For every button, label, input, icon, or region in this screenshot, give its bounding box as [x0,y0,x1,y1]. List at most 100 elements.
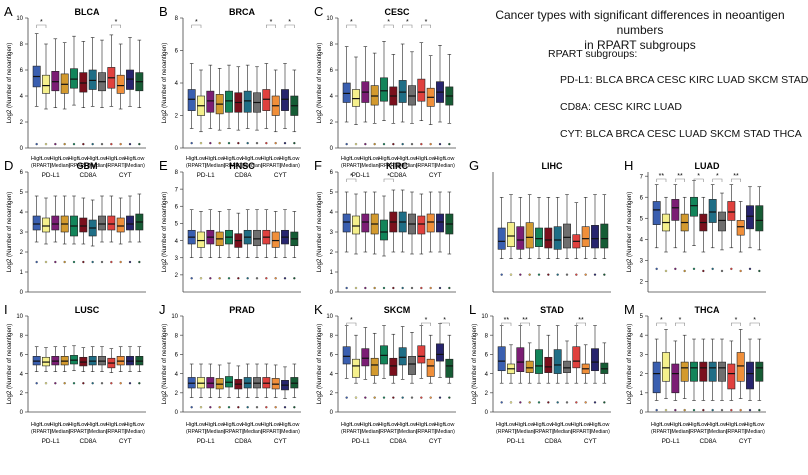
y-tick-label: 0 [175,146,179,152]
x-group-label: PD-L1 [197,438,216,445]
significance-line [712,178,723,182]
outlier-point [711,267,714,270]
x-tick-label: Low [215,422,226,428]
significance-label: ** [522,317,528,324]
x-tick-label: High [31,156,43,162]
box-11 [746,186,754,270]
outlier-point [739,269,742,273]
x-sub-label: (Median) [242,429,263,435]
box-iqr [352,89,360,107]
box-iqr [380,219,388,241]
box-iqr [187,89,196,111]
x-tick-label: High [261,156,273,162]
y-tick-label: 0 [330,290,334,296]
box-1 [32,33,41,146]
significance-label: * [679,317,682,324]
outlier-point [190,141,193,145]
box-iqr [535,349,543,374]
x-tick-label: Low [351,156,362,162]
x-sub-label: (Median) [360,429,381,435]
box-iqr [206,90,215,113]
x-tick-label: Low [351,422,362,428]
box-5 [380,41,388,146]
outlier-point [218,141,221,145]
significance-bracket: ** [520,317,530,326]
outlier-point [128,142,132,146]
panel-kirc: F KIRC 0 1 2 3 4 5 6 Log2 (Number of neoantigen) *… [314,158,456,296]
x-tick-label: High [87,422,99,428]
significance-line [656,178,667,182]
x-sub-label: (RPART) [68,163,89,169]
outlier-point [138,142,141,146]
outlier-point [265,141,268,145]
y-tick-label: 10 [326,314,333,320]
box-3 [51,346,60,385]
x-tick-label: High [726,422,738,428]
x-tick-label: High [552,422,564,428]
box-1 [187,63,196,145]
x-axis-labels: HighLow(RPART)HighLow(Median)HighLow(RPA… [186,422,301,445]
x-group-label: CYT [739,438,752,445]
y-tick-label: 3 [640,259,644,265]
y-tick-label: 4 [20,94,24,100]
outlier-point [246,406,249,409]
box-iqr [563,223,571,249]
significance-line [675,178,685,182]
significance-label: * [735,317,738,324]
box-iqr [563,360,571,373]
box-iqr [88,69,97,90]
outlier-point [283,141,287,145]
x-group-label: CYT [429,438,442,445]
box-iqr [436,343,444,362]
box-iqr [370,357,379,376]
box-10 [581,197,590,276]
box-6 [79,347,88,385]
outlier-point [190,277,193,280]
x-tick-label: High [360,422,372,428]
box-12 [600,342,609,404]
y-axis-label: Log2 (Number of neoantigen) [161,192,168,273]
box-12 [445,191,454,290]
y-tick-label: 1 [20,270,24,276]
outlier-point [293,277,296,280]
outlier-point [448,286,451,290]
y-tick-label: 5 [640,314,644,320]
x-tick-label: Low [97,422,108,428]
box-iqr [690,361,698,382]
y-tick-label: 4 [175,239,179,245]
box-2 [507,194,515,276]
x-sub-label: (RPART) [533,429,554,435]
significance-bracket: * [111,19,121,28]
outlier-point [547,401,550,404]
outlier-point [720,269,724,273]
x-tick-label: Low [370,156,381,162]
box-10 [116,43,125,146]
box-3 [516,197,525,276]
box-1 [342,325,351,399]
x-group-label: PD-L1 [197,172,216,179]
outlier-point [364,286,367,290]
box-iqr [253,229,261,247]
outlier-point [199,406,203,409]
box-iqr [746,361,754,390]
outlier-point [575,273,578,276]
outlier-point [692,408,696,412]
significance-line [36,24,47,28]
x-tick-label: Low [116,422,127,428]
box-iqr [380,77,388,102]
y-tick-label: 8 [20,333,24,339]
box-12 [600,194,609,276]
significance-label: * [716,173,719,180]
x-tick-label: Low [97,156,108,162]
outlier-point [128,382,132,385]
x-tick-label: High [434,156,446,162]
x-tick-label: Low [444,422,455,428]
box-4 [215,364,224,409]
x-tick-label: High [68,156,80,162]
box-4 [525,194,534,276]
x-sub-label: (Median) [397,429,418,435]
panel-letter: F [314,158,322,173]
x-tick-label: Low [60,156,71,162]
outlier-point [100,142,104,146]
x-tick-label: Low [41,422,52,428]
